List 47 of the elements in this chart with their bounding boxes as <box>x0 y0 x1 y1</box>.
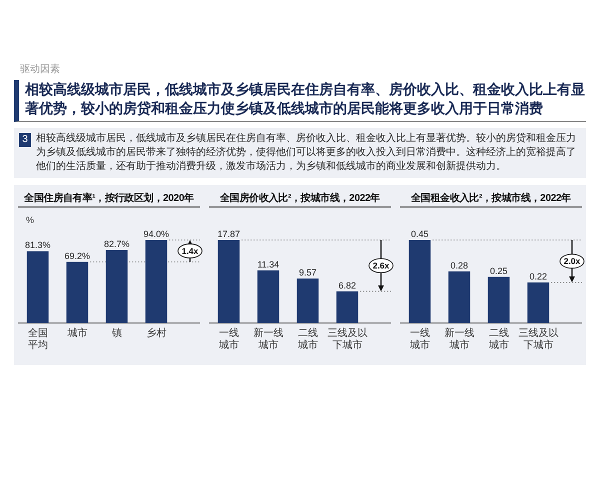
x-tick-label: 新一线城市 <box>253 327 284 351</box>
x-tick-label: 二线城市 <box>296 327 318 351</box>
x-tick-label: 全国平均 <box>28 327 48 351</box>
bar <box>218 240 240 323</box>
data-label: 9.57 <box>298 268 317 278</box>
x-tick-label: 乡村 <box>146 327 166 339</box>
data-label: 82.7% <box>104 238 130 249</box>
data-label: 0.22 <box>529 271 548 282</box>
data-label: 0.45 <box>410 229 429 239</box>
bar <box>527 282 550 323</box>
x-tick-label: 新一线城市 <box>444 327 474 351</box>
y-axis-title: % <box>26 215 34 225</box>
data-label: 11.34 <box>257 259 280 270</box>
data-label: 81.3% <box>24 240 51 250</box>
x-tick-label: 一线城市 <box>218 327 239 351</box>
data-label: 94.0% <box>143 229 170 239</box>
bar <box>408 240 431 323</box>
text: 驱动因素 <box>20 62 61 76</box>
data-label: 0.28 <box>450 260 468 270</box>
x-tick-label: 一线城市 <box>408 327 430 351</box>
bar <box>448 271 470 323</box>
bar <box>26 251 49 323</box>
x-tick-label: 城市 <box>66 327 88 339</box>
x-tick-label: 三线及以下城市 <box>518 327 558 351</box>
bar <box>296 278 319 323</box>
text: 3 <box>19 133 31 147</box>
annotation: 2.0x <box>564 256 581 266</box>
chart-title: 全国租金收入比²，按城市线，2022年 <box>410 192 572 204</box>
bar <box>257 270 280 323</box>
text: 相较高线级城市居民，低线城市及乡镇居民在住房自有率、房价收入比、租金收入比上有显著优势。较小的房贷和租金压力为乡镇及低线城市的居民带来了独特的经济优势，使得他们可以将更多的收入投入到日常消费中。这种经济上的宽裕提高了他们的生活质量，还有助于推动消费升级，激发市场活力，为乡镇和低线城市的商业发展和创新提供动力。 <box>36 133 576 172</box>
data-label: 6.82 <box>338 280 356 290</box>
annotation: 2.6x <box>372 260 390 271</box>
bar <box>145 240 168 323</box>
bar <box>336 291 358 323</box>
text: 相较高线级城市居民，低线城市及乡镇居民在住房自有率、房价收入比、租金收入比上有显著优势，较小的房贷和租金压力使乡镇及低线城市的居民能将更多收入用于日常消费 <box>14 80 586 122</box>
chart-title: 全国住房自有率¹，按行政区划，2020年 <box>23 192 194 204</box>
bar <box>106 250 128 323</box>
bar <box>488 276 510 323</box>
x-tick-label: 二线城市 <box>488 327 509 351</box>
x-tick-label: 三线及以下城市 <box>327 327 368 351</box>
data-label: 69.2% <box>64 250 90 261</box>
data-label: 17.87 <box>217 229 240 239</box>
chart-title: 全国房价收入比²，按城市线，2022年 <box>219 192 380 204</box>
x-tick-label: 镇 <box>110 327 122 339</box>
data-label: 0.25 <box>490 266 508 276</box>
annotation: 1.4x <box>182 246 199 256</box>
bar <box>66 262 88 323</box>
